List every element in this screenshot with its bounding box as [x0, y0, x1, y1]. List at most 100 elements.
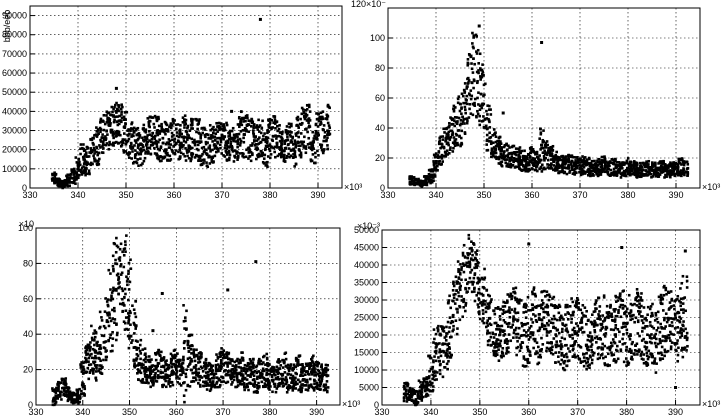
- data-point: [471, 31, 474, 35]
- data-point: [229, 374, 233, 377]
- data-point: [256, 147, 259, 150]
- data-point: [83, 387, 87, 391]
- data-point: [186, 133, 189, 136]
- data-point: [438, 359, 441, 363]
- data-point: [157, 374, 160, 377]
- data-point: [532, 162, 536, 165]
- data-point: [209, 388, 213, 391]
- data-point: [463, 91, 466, 94]
- data-point: [131, 145, 135, 149]
- data-point: [306, 388, 310, 392]
- data-point: [149, 152, 153, 156]
- data-point: [53, 181, 56, 185]
- data-point: [184, 388, 188, 392]
- data-point: [195, 130, 198, 134]
- data-point: [126, 134, 130, 137]
- data-point: [122, 149, 125, 152]
- data-point: [257, 125, 261, 129]
- data-point: [190, 333, 194, 337]
- data-point: [277, 134, 281, 138]
- data-point: [226, 145, 230, 148]
- data-point: [229, 140, 233, 143]
- data-point: [156, 351, 159, 354]
- data-point: [208, 147, 212, 150]
- data-point: [83, 394, 86, 397]
- data-point: [236, 156, 240, 159]
- data-point: [599, 172, 602, 176]
- data-point: [289, 363, 293, 366]
- data-point: [220, 152, 223, 155]
- data-point: [326, 136, 329, 139]
- data-point: [326, 131, 330, 135]
- data-point: [159, 370, 163, 374]
- data-point: [63, 380, 67, 383]
- data-point: [249, 375, 252, 378]
- data-point: [208, 162, 212, 165]
- data-point: [452, 282, 455, 285]
- data-point: [530, 158, 534, 162]
- data-point: [200, 127, 204, 130]
- data-point: [208, 144, 212, 147]
- data-point: [446, 301, 450, 305]
- data-point: [310, 373, 314, 376]
- data-point: [123, 295, 126, 299]
- data-point: [162, 383, 165, 387]
- data-point: [462, 88, 466, 92]
- data-point: [411, 393, 414, 397]
- data-point: [117, 292, 120, 296]
- data-point: [58, 390, 62, 394]
- data-point: [269, 153, 273, 156]
- data-point: [410, 398, 414, 402]
- data-point: [169, 143, 173, 146]
- data-point: [511, 151, 515, 155]
- data-point: [417, 379, 421, 383]
- data-point: [95, 379, 98, 382]
- data-point: [167, 138, 171, 141]
- data-point: [661, 160, 665, 163]
- data-point: [299, 132, 303, 135]
- data-point: [130, 121, 134, 124]
- data-point: [552, 160, 556, 164]
- data-point: [170, 373, 173, 377]
- data-point: [313, 362, 316, 366]
- data-point: [62, 183, 65, 186]
- data-point: [182, 152, 185, 156]
- data-point: [97, 159, 100, 163]
- data-point: [93, 159, 96, 163]
- data-point: [166, 158, 169, 162]
- data-point: [178, 365, 181, 368]
- data-point: [166, 128, 170, 131]
- data-point: [261, 119, 264, 123]
- data-point: [181, 368, 184, 372]
- data-point: [569, 163, 573, 166]
- data-point: [164, 379, 167, 383]
- data-point: [613, 170, 617, 173]
- data-point: [588, 172, 592, 176]
- data-point: [468, 107, 471, 111]
- data-point: [431, 169, 435, 173]
- data-point: [128, 132, 131, 136]
- data-point: [300, 367, 303, 371]
- data-point: [82, 165, 85, 168]
- data-point: [482, 94, 485, 98]
- data-point: [320, 115, 324, 119]
- y-tick-label: 10000: [2, 164, 27, 174]
- data-point: [84, 160, 88, 164]
- data-point: [109, 113, 112, 117]
- data-point: [148, 133, 152, 136]
- data-point: [222, 353, 226, 357]
- data-point: [105, 129, 108, 133]
- data-point: [643, 173, 647, 176]
- data-point: [440, 157, 444, 160]
- data-point: [67, 392, 70, 395]
- data-point: [316, 364, 319, 368]
- data-point: [163, 375, 166, 379]
- data-point: [597, 167, 600, 171]
- data-point: [591, 169, 595, 173]
- data-point: [432, 341, 435, 344]
- data-point: [287, 152, 290, 156]
- data-point: [110, 294, 113, 298]
- data-point: [464, 101, 468, 105]
- data-point: [242, 367, 246, 371]
- data-point: [434, 374, 437, 377]
